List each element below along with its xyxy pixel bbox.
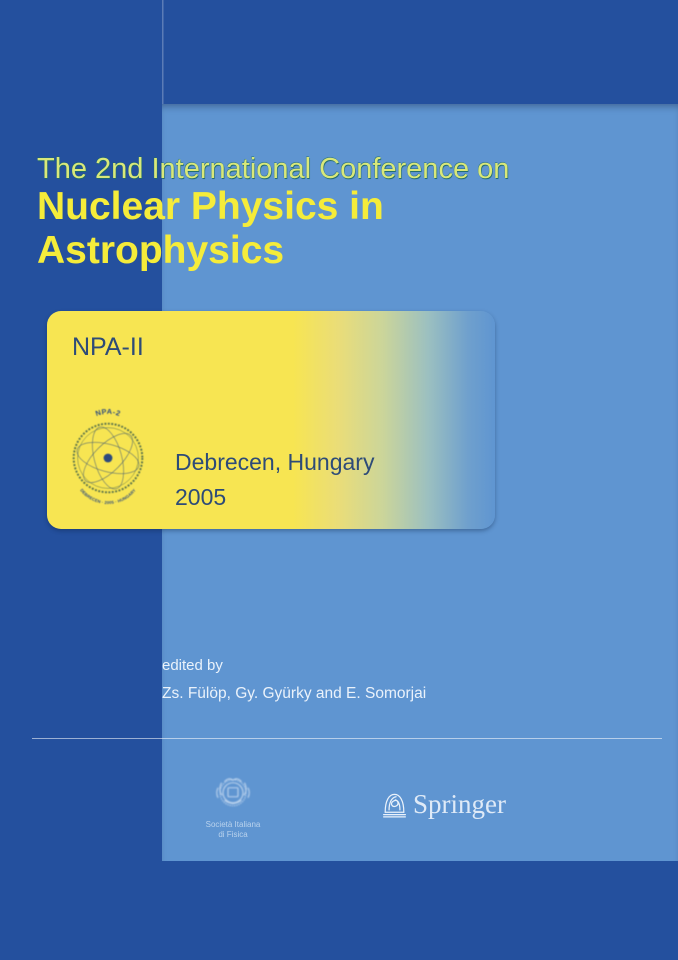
svg-text:DEBRECEN · 2005 · HUNGARY: DEBRECEN · 2005 · HUNGARY — [79, 488, 137, 505]
svg-text:NPA-2: NPA-2 — [94, 409, 122, 418]
